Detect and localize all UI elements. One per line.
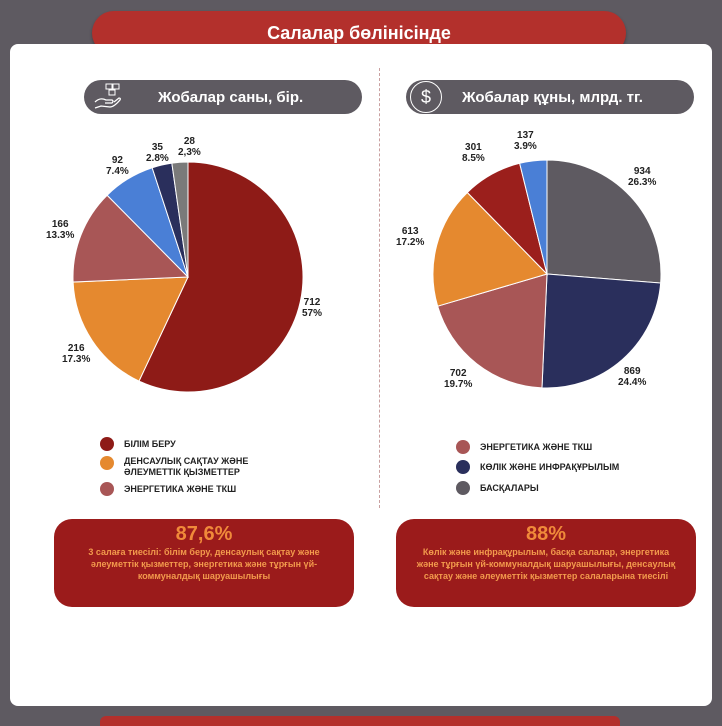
pie-right-slice-2	[437, 273, 548, 389]
legend-dot	[100, 482, 114, 496]
pie-right-slice-5	[519, 159, 548, 275]
section-divider	[379, 68, 380, 508]
pie-left-slice-5	[171, 161, 189, 278]
pie-right-label-5: 137 3.9%	[514, 130, 537, 152]
summary-left-text: 3 салаға тиесілі: білім беру, денсаулық …	[88, 547, 320, 581]
bottom-strip	[100, 716, 620, 726]
pie-left-slice-0	[138, 161, 304, 393]
left-section-title: Жобалар саны, бір.	[84, 80, 362, 114]
legend-dot	[100, 437, 114, 451]
pie-right-label-3: 613 17.2%	[396, 226, 425, 248]
legend-right-item-1: КӨЛІК ЖӘНЕ ИНФРАҚҰРЫЛЫМ	[456, 460, 676, 474]
pie-left-label-5: 28 2,3%	[178, 136, 201, 158]
legend-label: ЭНЕРГЕТИКА ЖӘНЕ ТКШ	[480, 442, 593, 452]
summary-right-value: 88%	[525, 523, 567, 545]
legend-dot	[456, 460, 470, 474]
pie-left-slice-1	[72, 276, 189, 382]
pie-left-slice-2	[72, 194, 190, 283]
pie-right-slice-3	[432, 191, 548, 307]
dollar-circle-icon: $	[410, 81, 442, 113]
pie-left-label-0: 712 57%	[302, 297, 323, 319]
summary-left-value: 87,6%	[175, 523, 233, 545]
summary-right-text: Көлік және инфрақұрылым, басқа салалар, …	[416, 547, 676, 581]
legend-label: КӨЛІК ЖӘНЕ ИНФРАҚҰРЫЛЫМ	[480, 462, 620, 472]
legend-right-item-0: ЭНЕРГЕТИКА ЖӘНЕ ТКШ	[456, 440, 676, 454]
pie-right-slice-0	[546, 159, 662, 284]
legend-left-item-2: ЭНЕРГЕТИКА ЖӘНЕ ТКШ	[100, 482, 300, 496]
legend-label: БАСҚАЛАРЫ	[480, 483, 539, 493]
legend-left-item-0: БІЛІМ БЕРУ	[100, 437, 300, 451]
right-section-title: $ Жобалар құны, млрд. тг.	[406, 80, 694, 114]
pie-right-label-1: 869 24.4%	[618, 366, 647, 388]
legend-label: ЭНЕРГЕТИКА ЖӘНЕ ТКШ	[124, 484, 237, 494]
pie-right-slice-1	[541, 273, 662, 389]
summary-left: 87,6% 3 салаға тиесілі: білім беру, денс…	[54, 519, 354, 607]
legend-dot	[100, 456, 114, 470]
pie-right-label-4: 301 8.5%	[462, 142, 485, 164]
right-section-title-text: Жобалар құны, млрд. тг.	[462, 88, 643, 106]
legend-left-item-1: ДЕНСАУЛЫҚ САҚТАУ ЖӘНЕ ӘЛЕУМЕТТІК ҚЫЗМЕТТ…	[100, 456, 280, 478]
legend-label: БІЛІМ БЕРУ	[124, 439, 176, 449]
pie-left-label-1: 216 17.3%	[62, 343, 91, 365]
pie-left-label-2: 166 13.3%	[46, 219, 75, 241]
legend-right-item-2: БАСҚАЛАРЫ	[456, 481, 676, 495]
hand-coins-icon	[92, 82, 124, 116]
pie-left-label-3: 92 7.4%	[106, 155, 129, 177]
page-title-text: Салалар бөлінісінде	[267, 22, 451, 43]
pie-chart-right	[432, 159, 662, 389]
pie-right-label-0: 934 26.3%	[628, 166, 657, 188]
legend-label: ДЕНСАУЛЫҚ САҚТАУ ЖӘНЕ ӘЛЕУМЕТТІК ҚЫЗМЕТТ…	[124, 456, 249, 477]
left-section-title-text: Жобалар саны, бір.	[158, 88, 304, 106]
pie-right-label-2: 702 19.7%	[444, 368, 473, 390]
pie-chart-left	[72, 161, 304, 393]
pie-left-label-4: 35 2.8%	[146, 142, 169, 164]
summary-right: 88% Көлік және инфрақұрылым, басқа салал…	[396, 519, 696, 607]
legend-dot	[456, 481, 470, 495]
legend-dot	[456, 440, 470, 454]
